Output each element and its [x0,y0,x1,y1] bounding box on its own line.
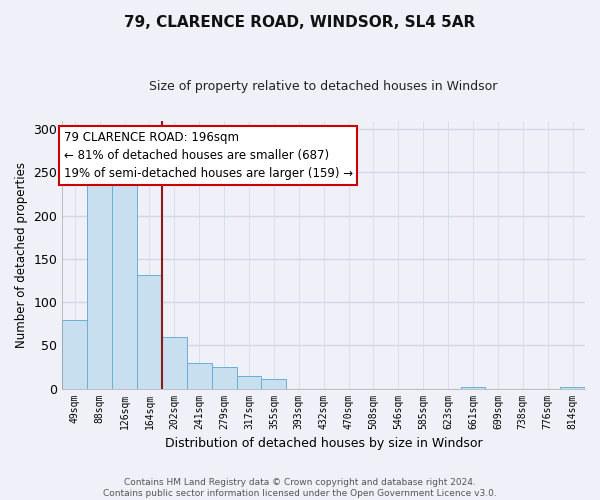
Text: 79, CLARENCE ROAD, WINDSOR, SL4 5AR: 79, CLARENCE ROAD, WINDSOR, SL4 5AR [124,15,476,30]
X-axis label: Distribution of detached houses by size in Windsor: Distribution of detached houses by size … [165,437,482,450]
Y-axis label: Number of detached properties: Number of detached properties [15,162,28,348]
Bar [137,276,162,388]
Bar [162,336,187,388]
Bar [461,387,485,388]
Bar [62,320,87,388]
Title: Size of property relative to detached houses in Windsor: Size of property relative to detached ho… [149,80,498,93]
Text: Contains HM Land Registry data © Crown copyright and database right 2024.
Contai: Contains HM Land Registry data © Crown c… [103,478,497,498]
Bar [187,362,212,388]
Bar [262,379,286,388]
Text: 79 CLARENCE ROAD: 196sqm
← 81% of detached houses are smaller (687)
19% of semi-: 79 CLARENCE ROAD: 196sqm ← 81% of detach… [64,131,353,180]
Bar [560,387,585,388]
Bar [236,376,262,388]
Bar [112,176,137,388]
Bar [212,367,236,388]
Bar [87,172,112,388]
